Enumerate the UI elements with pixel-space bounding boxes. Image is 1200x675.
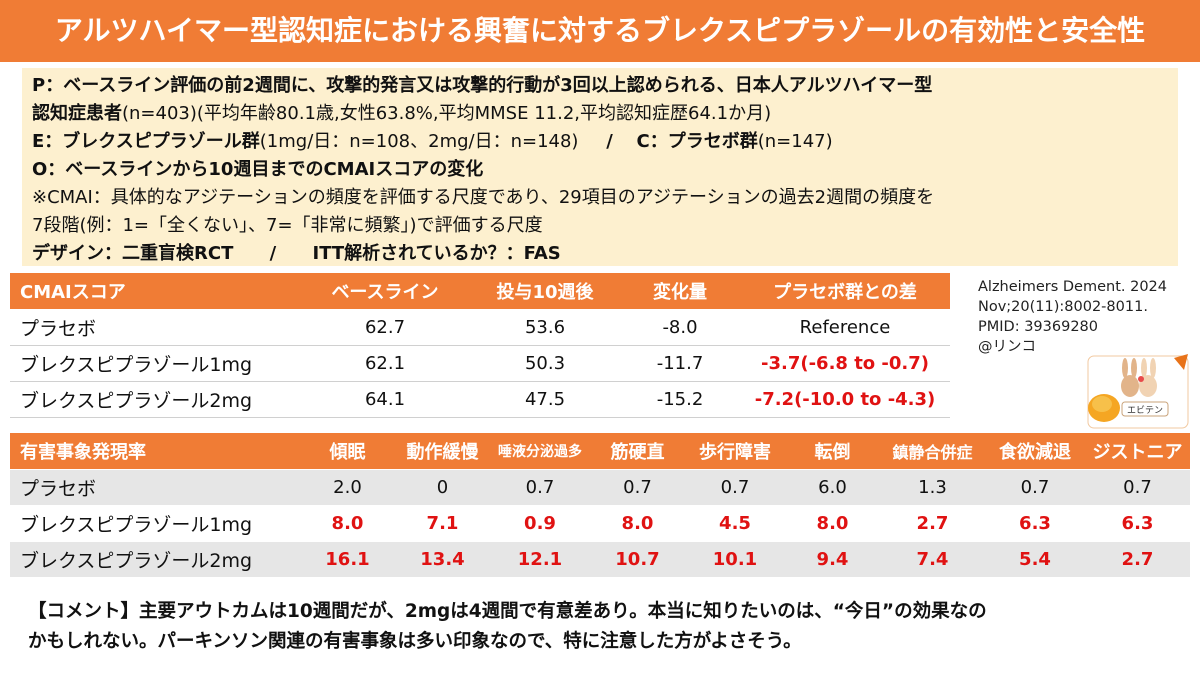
ae-cell: 1.3 bbox=[880, 469, 985, 506]
cmai-cell: Reference bbox=[740, 309, 950, 346]
pico-p-line: P：ベースライン評価の前2週間に、攻撃的発言又は攻撃的行動が3回以上認められる、… bbox=[32, 75, 933, 96]
ae-header-appetite: 食欲減退 bbox=[985, 433, 1085, 470]
cmai-header-row: CMAIスコア ベースライン 投与10週後 変化量 プラセボ群との差 bbox=[10, 273, 950, 310]
comment-line-1: 【コメント】主要アウトカムは10週間だが、2mgは4週間で有意差あり。本当に知り… bbox=[28, 601, 987, 622]
pico-p-label: 認知症患者 bbox=[32, 103, 122, 124]
table-row: プラセボ 2.0 0 0.7 0.7 0.7 6.0 1.3 0.7 0.7 bbox=[10, 469, 1190, 506]
pico-p-detail: (n=403)(平均年齢80.1歳,女性63.8%,平均MMSE 11.2,平均… bbox=[122, 103, 772, 124]
cmai-cell: 62.7 bbox=[300, 309, 470, 346]
cmai-row-label: ブレクスピプラゾール2mg bbox=[10, 381, 300, 418]
ae-cell-highlight: 13.4 bbox=[395, 541, 490, 577]
cmai-cell: -8.0 bbox=[620, 309, 740, 346]
ae-cell-highlight: 10.1 bbox=[685, 541, 785, 577]
pico-summary-box: P：ベースライン評価の前2週間に、攻撃的発言又は攻撃的行動が3回以上認められる、… bbox=[22, 68, 1178, 266]
ae-row-label: ブレクスピプラゾール2mg bbox=[10, 541, 300, 577]
ae-cell-highlight: 8.0 bbox=[590, 505, 685, 542]
citation-volume: Nov;20(11):8002-8011. bbox=[978, 299, 1148, 315]
ae-cell: 6.0 bbox=[785, 469, 880, 506]
pico-separator: / bbox=[606, 131, 613, 152]
ae-cell: 0 bbox=[395, 469, 490, 506]
ae-cell: 0.7 bbox=[590, 469, 685, 506]
pico-note-line-1: ※CMAI：具体的なアジテーションの頻度を評価する尺度であり、29項目のアジテー… bbox=[32, 187, 935, 208]
table-row: ブレクスピプラゾール2mg 64.1 47.5 -15.2 -7.2(-10.0… bbox=[10, 381, 950, 418]
ae-cell-highlight: 9.4 bbox=[785, 541, 880, 577]
cmai-cell-highlight: -7.2(-10.0 to -4.3) bbox=[740, 381, 950, 418]
ae-cell-highlight: 8.0 bbox=[785, 505, 880, 542]
pico-itt-label: ITT解析されているか？：FAS bbox=[312, 243, 561, 264]
cmai-row-label: プラセボ bbox=[10, 309, 300, 346]
cmai-header-diff: プラセボ群との差 bbox=[740, 273, 950, 310]
ae-cell: 2.0 bbox=[300, 469, 395, 506]
cmai-header-label: CMAIスコア bbox=[10, 273, 300, 310]
table-row: ブレクスピプラゾール1mg 8.0 7.1 0.9 8.0 4.5 8.0 2.… bbox=[10, 505, 1190, 542]
citation-author: @リンコ bbox=[978, 339, 1036, 355]
table-row: ブレクスピプラゾール1mg 62.1 50.3 -11.7 -3.7(-6.8 … bbox=[10, 345, 950, 382]
pico-p-line-2: 認知症患者(n=403)(平均年齢80.1歳,女性63.8%,平均MMSE 11… bbox=[32, 100, 1168, 128]
ae-cell-highlight: 10.7 bbox=[590, 541, 685, 577]
cmai-cell: 50.3 bbox=[470, 345, 620, 382]
page-title: アルツハイマー型認知症における興奮に対するブレクスピプラゾールの有効性と安全性 bbox=[0, 0, 1200, 62]
ae-header-bradykinesia: 動作緩慢 bbox=[395, 433, 490, 470]
comment-box: 【コメント】主要アウトカムは10週間だが、2mgは4週間で有意差あり。本当に知り… bbox=[28, 597, 1178, 657]
ae-row-label: プラセボ bbox=[10, 469, 300, 506]
cmai-row-label: ブレクスピプラゾール1mg bbox=[10, 345, 300, 382]
ae-header-row: 有害事象発現率 傾眠 動作緩慢 唾液分泌過多 筋硬直 歩行障害 転倒 鎮静合併症… bbox=[10, 433, 1190, 470]
cmai-header-change: 変化量 bbox=[620, 273, 740, 310]
cmai-cell: 64.1 bbox=[300, 381, 470, 418]
ae-cell-highlight: 2.7 bbox=[1085, 541, 1190, 577]
ae-cell-highlight: 5.4 bbox=[985, 541, 1085, 577]
pico-separator-2: / bbox=[269, 243, 277, 264]
ae-cell: 0.7 bbox=[1085, 469, 1190, 506]
pico-c-detail: (n=147) bbox=[757, 131, 833, 152]
ae-cell-highlight: 0.9 bbox=[490, 505, 590, 542]
ae-cell: 0.7 bbox=[490, 469, 590, 506]
ae-cell-highlight: 8.0 bbox=[300, 505, 395, 542]
table-row: ブレクスピプラゾール2mg 16.1 13.4 12.1 10.7 10.1 9… bbox=[10, 541, 1190, 577]
cmai-cell: 53.6 bbox=[470, 309, 620, 346]
ae-header-hypersalivation: 唾液分泌過多 bbox=[490, 433, 590, 470]
ae-header-rigidity: 筋硬直 bbox=[590, 433, 685, 470]
ae-cell-highlight: 12.1 bbox=[490, 541, 590, 577]
ae-row-label: ブレクスピプラゾール1mg bbox=[10, 505, 300, 542]
ae-header-label: 有害事象発現率 bbox=[10, 433, 300, 470]
cmai-cell: -11.7 bbox=[620, 345, 740, 382]
pico-o-line: O：ベースラインから10週目までのCMAIスコアの変化 bbox=[32, 159, 484, 180]
citation-pmid: PMID: 39369280 bbox=[978, 319, 1098, 335]
ae-cell: 0.7 bbox=[685, 469, 785, 506]
pico-design-label: デザイン：二重盲検RCT bbox=[32, 243, 234, 264]
cmai-score-table: CMAIスコア ベースライン 投与10週後 変化量 プラセボ群との差 プラセボ … bbox=[10, 273, 950, 418]
ae-header-sedation: 鎮静合併症 bbox=[880, 433, 985, 470]
ebiten-logo-icon: エビテン bbox=[1087, 354, 1189, 429]
pico-ec-line: E：ブレクスピプラゾール群(1mg/日：n=108、2mg/日：n=148) /… bbox=[32, 128, 1168, 156]
ae-cell-highlight: 7.4 bbox=[880, 541, 985, 577]
cmai-header-baseline: ベースライン bbox=[300, 273, 470, 310]
ae-cell-highlight: 6.3 bbox=[985, 505, 1085, 542]
cmai-cell: 47.5 bbox=[470, 381, 620, 418]
cmai-cell-highlight: -3.7(-6.8 to -0.7) bbox=[740, 345, 950, 382]
comment-line-2: かもしれない。パーキンソン関連の有害事象は多い印象なので、特に注意した方がよさそ… bbox=[28, 631, 802, 652]
pico-design-line: デザイン：二重盲検RCT / ITT解析されているか？：FAS bbox=[32, 240, 1168, 268]
pico-e-label: E：ブレクスピプラゾール群 bbox=[32, 131, 260, 152]
cmai-cell: 62.1 bbox=[300, 345, 470, 382]
ae-header-dystonia: ジストニア bbox=[1085, 433, 1190, 470]
ae-cell-highlight: 16.1 bbox=[300, 541, 395, 577]
citation-journal: Alzheimers Dement. 2024 bbox=[978, 279, 1167, 295]
ae-header-fall: 転倒 bbox=[785, 433, 880, 470]
ae-cell-highlight: 2.7 bbox=[880, 505, 985, 542]
ae-header-somnolence: 傾眠 bbox=[300, 433, 395, 470]
logo-label: エビテン bbox=[1127, 405, 1163, 416]
ae-cell: 0.7 bbox=[985, 469, 1085, 506]
pico-e-detail: (1mg/日：n=108、2mg/日：n=148) bbox=[259, 131, 579, 152]
cmai-cell: -15.2 bbox=[620, 381, 740, 418]
ae-cell-highlight: 4.5 bbox=[685, 505, 785, 542]
cmai-header-week10: 投与10週後 bbox=[470, 273, 620, 310]
adverse-events-table: 有害事象発現率 傾眠 動作緩慢 唾液分泌過多 筋硬直 歩行障害 転倒 鎮静合併症… bbox=[10, 433, 1190, 577]
ae-cell-highlight: 6.3 bbox=[1085, 505, 1190, 542]
table-row: プラセボ 62.7 53.6 -8.0 Reference bbox=[10, 309, 950, 346]
citation: Alzheimers Dement. 2024 Nov;20(11):8002-… bbox=[978, 277, 1188, 357]
ae-cell-highlight: 7.1 bbox=[395, 505, 490, 542]
ae-header-gait: 歩行障害 bbox=[685, 433, 785, 470]
pico-c-label: C：プラセボ群 bbox=[636, 131, 758, 152]
pico-note-line-2: 7段階(例：1=「全くない」、7=「非常に頻繁」)で評価する尺度 bbox=[32, 215, 543, 236]
